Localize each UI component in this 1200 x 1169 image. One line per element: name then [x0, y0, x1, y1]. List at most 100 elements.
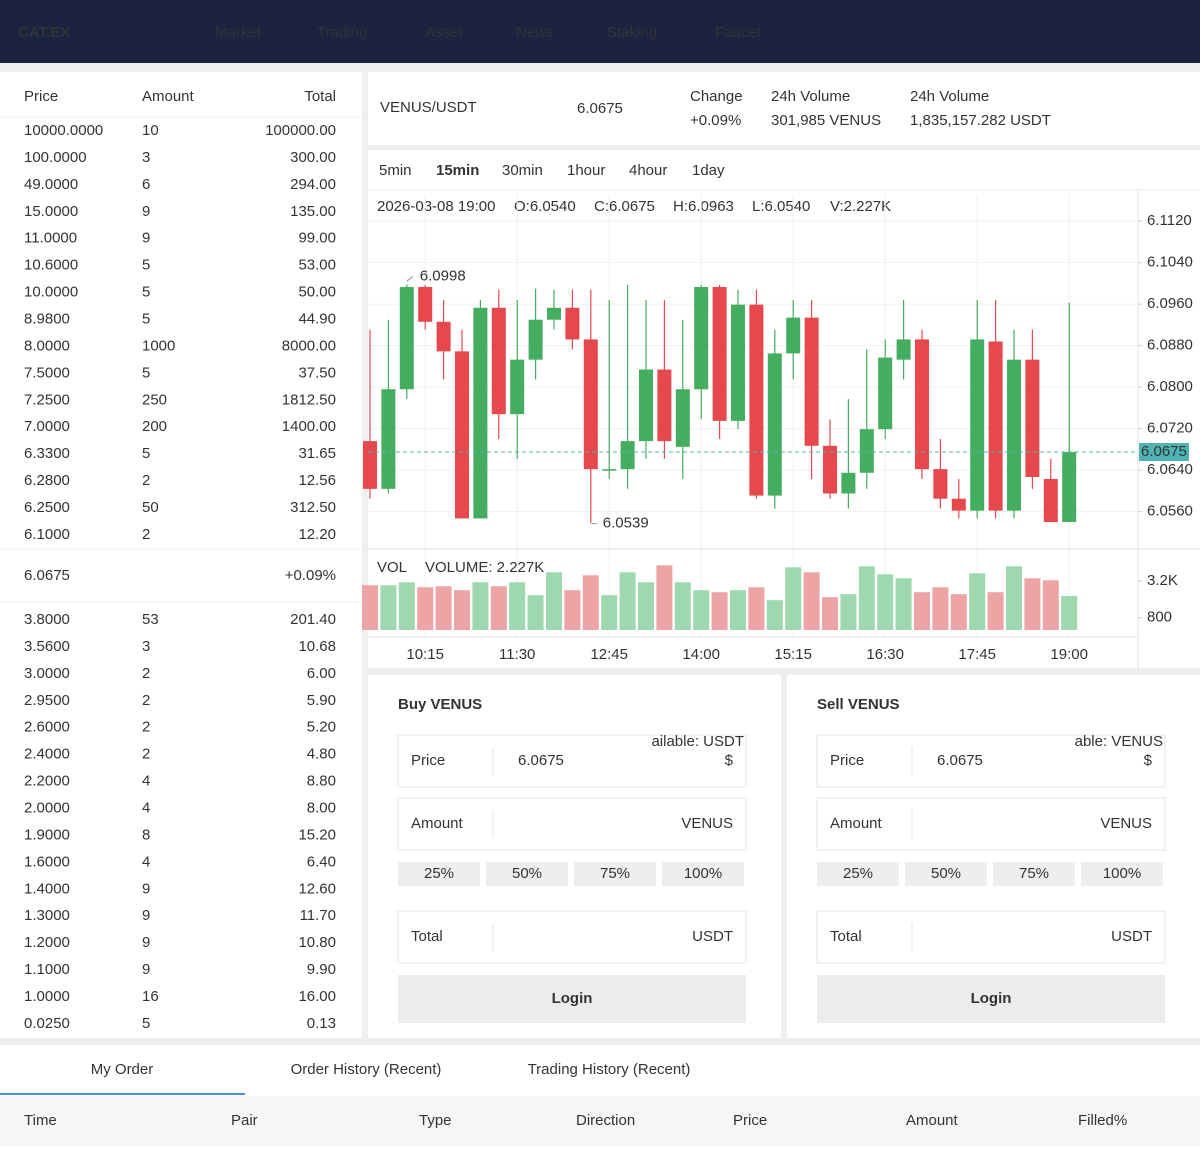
percent-button[interactable]	[662, 862, 744, 886]
login-button[interactable]	[398, 975, 746, 1023]
orders-column: Amount	[906, 1112, 959, 1129]
nav-item[interactable]: Market	[215, 24, 262, 41]
interval-tab[interactable]: 1hour	[567, 162, 605, 179]
input-box[interactable]	[397, 734, 747, 788]
volume-bar	[490, 586, 507, 630]
ask-cell: 200	[142, 418, 167, 435]
input-unit: USDT	[1111, 928, 1152, 945]
percent-label[interactable]: 100%	[1103, 865, 1141, 882]
volume-bar	[546, 572, 562, 630]
nav-item[interactable]: Staking	[607, 24, 657, 41]
bid-cell: 8.80	[307, 773, 336, 790]
login-button[interactable]	[817, 975, 1165, 1023]
volume-bar	[656, 565, 673, 630]
available: able: VENUS	[1075, 733, 1163, 750]
candle-body	[675, 389, 690, 447]
percent-label[interactable]: 75%	[1019, 865, 1049, 882]
ask-cell: 99.00	[298, 230, 336, 247]
order-tab[interactable]: Trading History (Recent)	[528, 1061, 691, 1078]
bid-cell: 15.20	[298, 826, 336, 843]
interval-tab[interactable]: 15min	[436, 162, 479, 179]
ask-cell: 11.0000	[24, 230, 77, 247]
bid-cell: 6.40	[307, 853, 336, 870]
interval-tab[interactable]: 5min	[379, 162, 412, 179]
candle-body	[1025, 359, 1040, 477]
ask-cell: 10000.0000	[24, 122, 103, 139]
percent-button[interactable]	[574, 862, 656, 886]
volume-bar	[674, 582, 691, 630]
x-tick-label: 10:15	[406, 646, 444, 663]
bid-cell: 2	[142, 692, 150, 709]
ask-cell: 5	[142, 284, 150, 301]
nav-item[interactable]: Trading	[317, 24, 367, 41]
order-tab[interactable]: Order History (Recent)	[291, 1061, 442, 1078]
percent-button[interactable]	[398, 862, 480, 886]
bid-cell: 12.60	[298, 880, 336, 897]
input-unit: $	[725, 752, 734, 769]
interval-tab[interactable]: 30min	[502, 162, 543, 179]
ask-cell: 250	[142, 391, 167, 408]
orders-column: Filled%	[1078, 1112, 1127, 1129]
x-tick-label: 15:15	[774, 646, 812, 663]
chart-info: H:6.0963	[673, 198, 734, 215]
volume-bar	[693, 590, 710, 630]
bid-cell: 4	[142, 853, 150, 870]
candle-body	[859, 429, 874, 473]
candle-body	[804, 317, 819, 446]
order-tab[interactable]: My Order	[91, 1061, 154, 1078]
percent-button[interactable]	[486, 862, 568, 886]
bid-cell: 0.13	[307, 1015, 336, 1032]
bid-cell: 9	[142, 880, 150, 897]
nav-item[interactable]: Faucet	[715, 24, 762, 41]
ask-cell: 10.0000	[24, 284, 78, 301]
last-price-label: 6.0675	[1141, 443, 1187, 460]
candle-body	[841, 472, 856, 494]
header-bar	[0, 0, 1200, 63]
volume-bar	[509, 582, 526, 630]
bid-cell: 1.2000	[24, 934, 70, 951]
input-box[interactable]	[816, 910, 1166, 964]
candle-body	[933, 469, 948, 499]
input-box[interactable]	[397, 910, 747, 964]
y-tick-label: 6.0720	[1147, 420, 1193, 437]
interval-tab[interactable]: 4hour	[629, 162, 667, 179]
percent-button[interactable]	[905, 862, 987, 886]
nav-item[interactable]: Asset	[425, 24, 463, 41]
login-label[interactable]: Login	[552, 990, 593, 1007]
volume-bar	[472, 582, 489, 630]
candle-body	[951, 498, 966, 511]
ask-cell: 8.9800	[24, 310, 70, 327]
percent-label[interactable]: 75%	[600, 865, 630, 882]
login-label[interactable]: Login	[971, 990, 1012, 1007]
nav-item[interactable]: News	[516, 24, 554, 41]
bid-cell: 10.68	[298, 638, 336, 655]
bid-cell: 1.9000	[24, 826, 70, 843]
input-box[interactable]	[816, 734, 1166, 788]
available: ailable: USDT	[651, 733, 744, 750]
percent-label[interactable]: 100%	[684, 865, 722, 882]
input-label: Total	[411, 928, 443, 945]
input-box[interactable]	[397, 797, 747, 851]
ask-cell: 37.50	[298, 364, 336, 381]
ask-cell: 49.0000	[24, 176, 78, 193]
ticker-price: 6.0675	[577, 100, 623, 117]
interval-tab[interactable]: 1day	[692, 162, 725, 179]
percent-button[interactable]	[1081, 862, 1163, 886]
volume-title: VOL	[377, 559, 407, 576]
percent-label[interactable]: 25%	[843, 865, 873, 882]
percent-label[interactable]: 25%	[424, 865, 454, 882]
volume-bar	[895, 578, 912, 630]
order-book-header: Price	[24, 88, 58, 105]
candle-body	[970, 339, 985, 511]
percent-label[interactable]: 50%	[931, 865, 961, 882]
percent-button[interactable]	[817, 862, 899, 886]
input-box[interactable]	[816, 797, 1166, 851]
candle-body	[915, 339, 929, 470]
chart-info: 2026-03-08 19:00	[377, 198, 495, 215]
candle-body	[455, 351, 469, 519]
bid-cell: 4	[142, 799, 150, 816]
percent-button[interactable]	[993, 862, 1075, 886]
percent-label[interactable]: 50%	[512, 865, 542, 882]
volume-base: 301,985 VENUS	[771, 112, 881, 129]
volume-bar	[877, 574, 894, 630]
